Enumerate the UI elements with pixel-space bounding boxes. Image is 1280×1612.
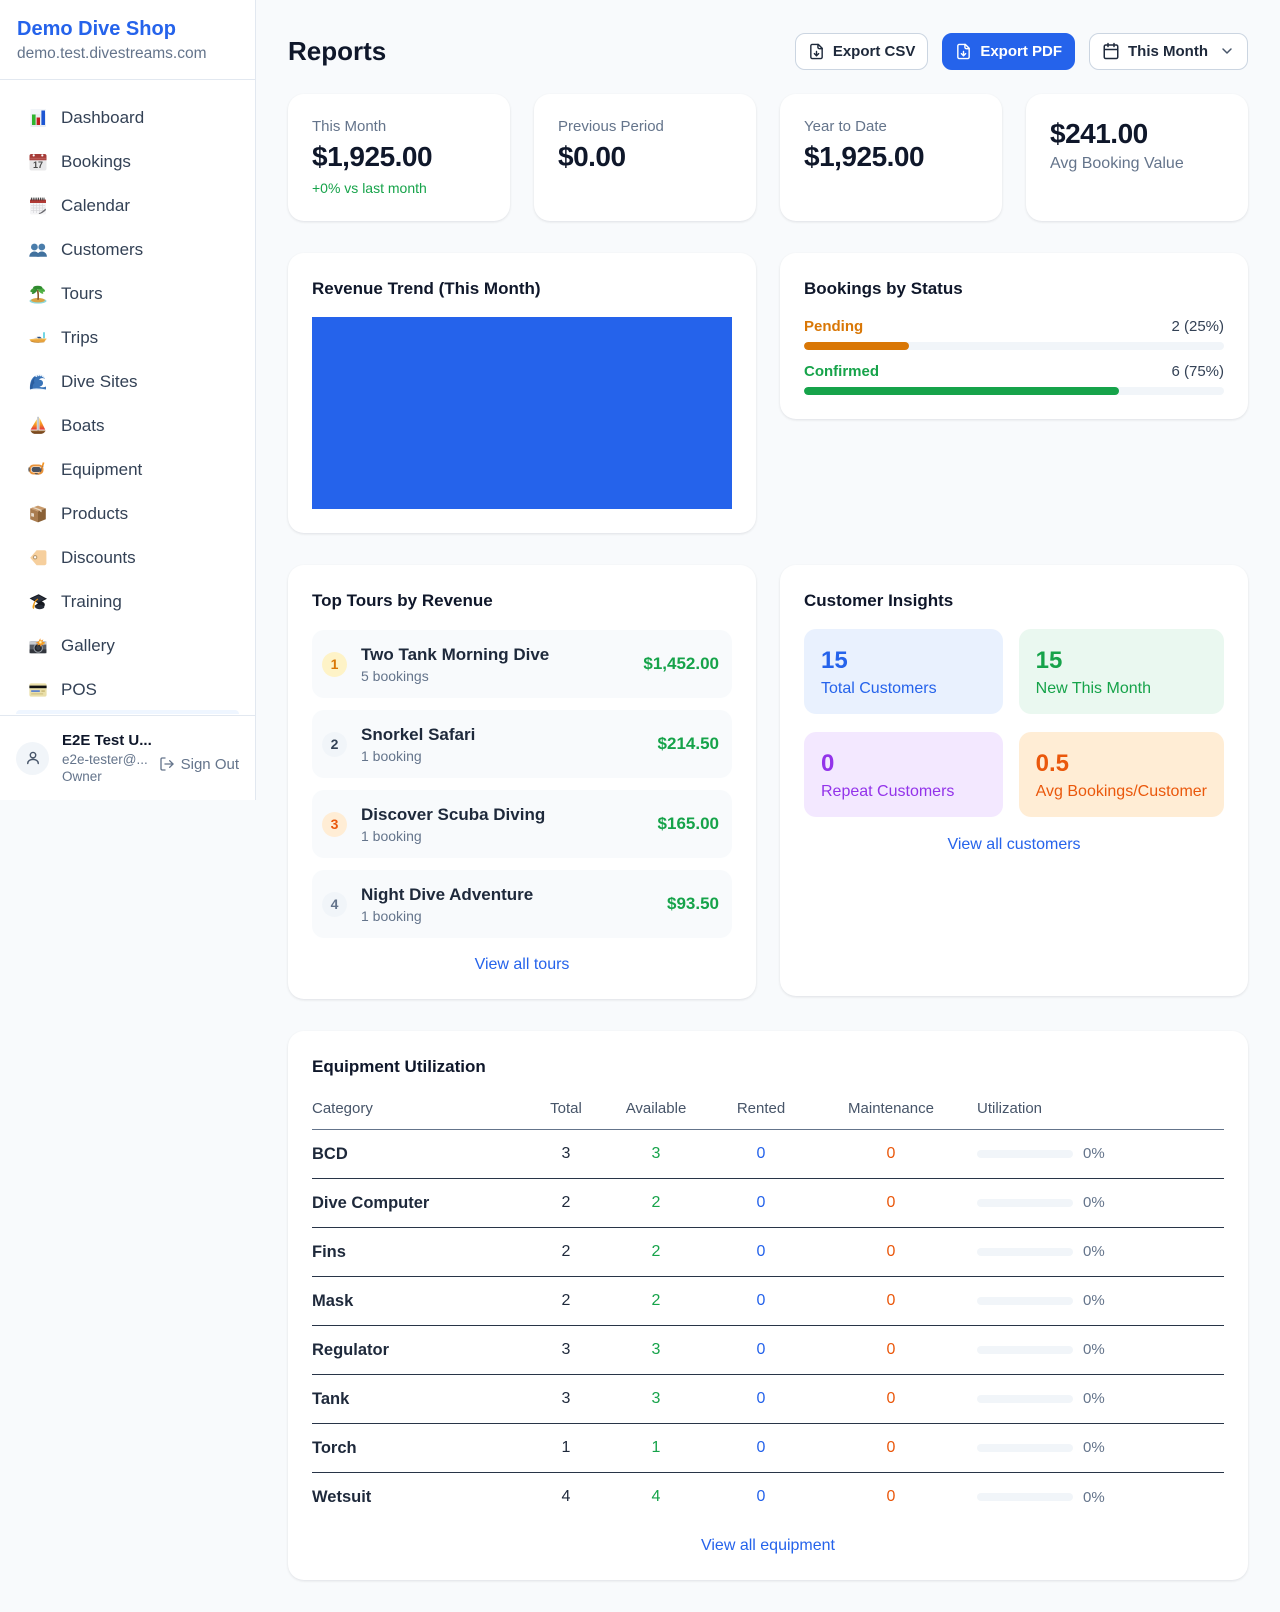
svg-text:17: 17 (33, 160, 43, 170)
